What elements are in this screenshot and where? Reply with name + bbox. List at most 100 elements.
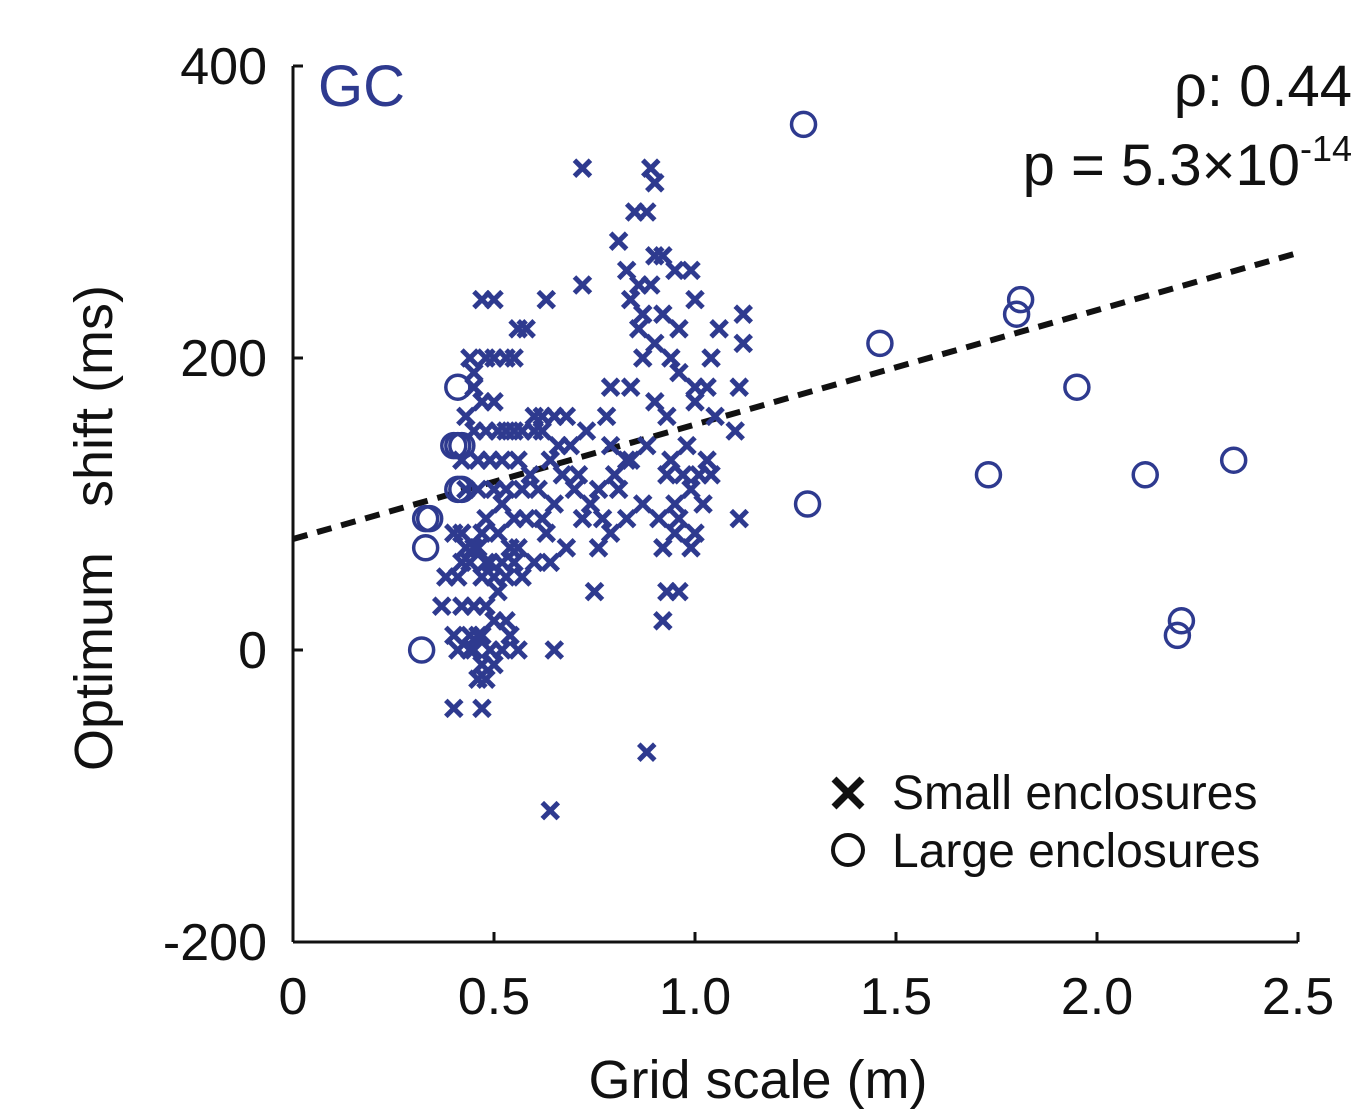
point-small-enclosure <box>560 435 581 456</box>
point-small-enclosure <box>685 392 705 412</box>
point-small-enclosure <box>572 275 593 295</box>
point-small-enclosure <box>540 552 561 573</box>
y-tick-label: 0 <box>238 622 267 680</box>
point-small-enclosure <box>444 625 464 646</box>
point-small-enclosure <box>669 362 689 383</box>
point-small-enclosure <box>500 625 520 646</box>
x-axis-title: Grid scale (m) <box>588 1050 927 1110</box>
point-small-enclosure <box>472 567 492 587</box>
point-small-enclosure <box>701 465 721 485</box>
point-large-enclosure <box>789 110 818 139</box>
point-small-enclosure <box>685 523 705 543</box>
point-small-enclosure <box>504 348 524 368</box>
point-small-enclosure <box>472 698 492 719</box>
point-small-enclosure <box>464 640 484 660</box>
point-small-enclosure <box>476 552 496 573</box>
point-small-enclosure <box>657 406 677 427</box>
point-large-enclosure <box>793 490 822 518</box>
point-small-enclosure <box>572 508 593 529</box>
x-tick-label: 2.0 <box>1061 968 1133 1026</box>
point-small-enclosure <box>476 669 496 689</box>
point-small-enclosure <box>492 450 512 470</box>
point-small-enclosure <box>681 538 701 558</box>
point-small-enclosure <box>665 494 685 514</box>
point-small-enclosure <box>544 640 565 660</box>
point-small-enclosure <box>673 465 693 485</box>
point-small-enclosure <box>669 581 689 602</box>
point-small-enclosure <box>520 465 540 485</box>
point-small-enclosure <box>641 275 661 295</box>
point-large-enclosure <box>974 461 1003 489</box>
point-large-enclosure <box>448 431 476 460</box>
point-small-enclosure <box>504 552 524 573</box>
point-small-enclosure <box>484 392 504 412</box>
point-small-enclosure <box>693 494 713 514</box>
point-small-enclosure <box>632 348 653 368</box>
point-small-enclosure <box>528 479 548 500</box>
point-small-enclosure <box>628 319 649 339</box>
legend-large-marker <box>831 833 865 867</box>
point-small-enclosure <box>431 596 452 616</box>
point-small-enclosure <box>536 289 557 310</box>
point-small-enclosure <box>665 260 685 281</box>
point-small-enclosure <box>556 538 577 558</box>
data-points <box>407 110 1248 821</box>
point-small-enclosure <box>653 304 673 324</box>
point-large-enclosure <box>866 329 894 358</box>
panel-label: GC <box>318 54 405 119</box>
point-small-enclosure <box>516 319 536 339</box>
point-small-enclosure <box>608 231 629 251</box>
point-small-enclosure <box>508 538 528 558</box>
x-tick-label: 1.0 <box>659 968 731 1026</box>
y-tick-label: 200 <box>180 330 267 388</box>
point-small-enclosure <box>669 319 689 339</box>
point-small-enclosure <box>588 479 609 500</box>
legend-large-label: Large enclosures <box>892 825 1260 878</box>
point-large-enclosure <box>1006 285 1035 314</box>
point-small-enclosure <box>616 450 637 470</box>
point-large-enclosure <box>1219 446 1248 474</box>
point-large-enclosure <box>1167 607 1196 635</box>
point-small-enclosure <box>512 479 532 500</box>
point-small-enclosure <box>600 377 621 397</box>
point-small-enclosure <box>596 406 617 427</box>
point-small-enclosure <box>496 479 516 500</box>
point-small-enclosure <box>661 348 681 368</box>
x-tick-label: 1.5 <box>860 968 932 1026</box>
point-small-enclosure <box>632 304 653 324</box>
point-small-enclosure <box>484 289 504 310</box>
point-small-enclosure <box>456 406 476 427</box>
point-small-enclosure <box>709 319 729 339</box>
point-small-enclosure <box>616 508 637 529</box>
point-large-enclosure <box>1163 621 1192 650</box>
point-small-enclosure <box>657 465 677 485</box>
point-small-enclosure <box>636 742 657 762</box>
point-small-enclosure <box>532 508 553 529</box>
x-tick-label: 0.5 <box>458 968 530 1026</box>
point-small-enclosure <box>669 508 689 529</box>
legend-small-marker <box>831 776 865 810</box>
point-small-enclosure <box>556 406 577 427</box>
point-small-enclosure <box>508 640 528 660</box>
point-small-enclosure <box>564 479 585 500</box>
point-small-enclosure <box>685 289 705 310</box>
point-small-enclosure <box>444 698 464 719</box>
point-small-enclosure <box>484 654 504 675</box>
point-small-enclosure <box>496 567 516 587</box>
point-large-enclosure <box>1002 300 1031 328</box>
y-tick-label: -200 <box>163 914 267 972</box>
p-value-annotation: p = 5.3×10-14 <box>1023 128 1352 198</box>
point-small-enclosure <box>701 348 721 368</box>
rho-annotation: ρ: 0.44 <box>1174 54 1352 119</box>
point-small-enclosure <box>460 348 480 368</box>
point-large-enclosure <box>411 534 440 562</box>
point-small-enclosure <box>733 304 754 324</box>
point-large-enclosure <box>1131 461 1159 489</box>
point-large-enclosure <box>444 373 472 401</box>
point-small-enclosure <box>620 377 641 397</box>
point-small-enclosure <box>645 173 665 193</box>
point-small-enclosure <box>472 625 492 646</box>
point-small-enclosure <box>677 435 697 456</box>
point-small-enclosure <box>681 260 701 281</box>
